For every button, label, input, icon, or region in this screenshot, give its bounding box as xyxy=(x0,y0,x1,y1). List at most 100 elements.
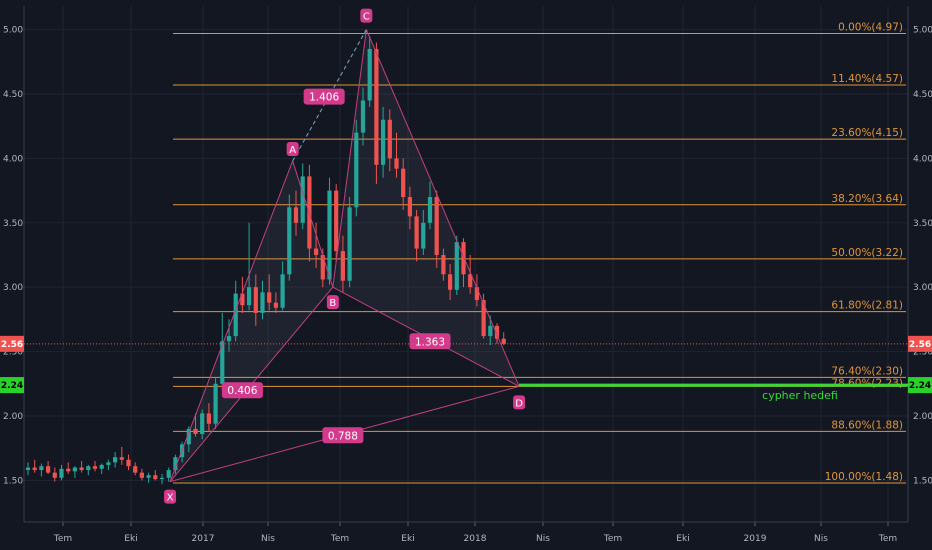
candle-body xyxy=(273,302,278,308)
candle-body xyxy=(293,207,299,223)
candle xyxy=(260,280,265,320)
pattern-line-bc[interactable] xyxy=(332,29,367,288)
fib-retracement[interactable]: 0.00%(4.97) 11.40%(4.57) 23.60%(4.15) 38.20… xyxy=(173,21,906,484)
price-badge-label: 2.56 xyxy=(1,340,23,350)
pattern-line-ab[interactable] xyxy=(292,160,334,288)
point-badge xyxy=(286,141,299,156)
candle xyxy=(481,293,486,339)
candle xyxy=(153,470,158,481)
candle xyxy=(374,42,379,185)
pattern-lines[interactable]: 1.406 0.406 1.363 0.788 X A B C D xyxy=(164,8,526,504)
candle xyxy=(79,461,84,473)
candle-body xyxy=(488,325,493,337)
y-tick-right: 2.50 xyxy=(913,348,932,358)
candle-body xyxy=(166,470,171,478)
point-label-b: B xyxy=(329,298,336,309)
candle xyxy=(314,222,319,268)
candle-body xyxy=(206,413,211,424)
candle xyxy=(387,109,392,172)
candle-body xyxy=(314,248,319,255)
triangle-bcd xyxy=(332,29,520,387)
target-label: cypher hedefi xyxy=(762,389,838,402)
candle xyxy=(340,235,345,293)
y-tick-right: 3.00 xyxy=(913,283,932,293)
candle xyxy=(407,186,412,230)
candle xyxy=(113,452,118,468)
candle xyxy=(200,409,205,440)
candle xyxy=(39,463,44,477)
candle-body xyxy=(200,413,205,435)
candle-body xyxy=(253,287,258,313)
candle-body xyxy=(327,190,332,280)
candle-body xyxy=(494,325,500,339)
candle xyxy=(354,119,359,217)
candle-body xyxy=(387,119,392,159)
candle-body xyxy=(126,459,131,467)
x-tick: Eki xyxy=(401,534,414,544)
candle-body xyxy=(106,462,111,465)
y-tick-left: 1.50 xyxy=(3,476,23,486)
point-label-d: D xyxy=(515,398,523,409)
candle-body xyxy=(267,292,272,303)
candle-body xyxy=(52,472,57,478)
candle-body xyxy=(159,477,165,480)
y-tick-left: 4.00 xyxy=(3,154,23,164)
candle xyxy=(468,254,473,294)
candle xyxy=(253,274,258,326)
candle-body xyxy=(374,48,379,165)
candle xyxy=(367,36,372,107)
candle xyxy=(334,184,339,262)
candle xyxy=(159,473,165,485)
candle-body xyxy=(481,300,486,337)
candle xyxy=(186,426,191,453)
x-tick: Tem xyxy=(603,534,622,544)
candle-body xyxy=(340,251,345,281)
candle-body xyxy=(334,190,339,252)
x-tick: Tem xyxy=(53,534,72,544)
fib-label: 76.40%(2.30) xyxy=(831,365,903,377)
candle xyxy=(474,274,479,307)
x-tick: Nis xyxy=(814,534,828,544)
fib-label: 0.00%(4.97) xyxy=(838,21,903,33)
candle-body xyxy=(146,475,151,478)
candle xyxy=(240,276,245,313)
y-axis-right: 1.50 2.00 2.50 3.00 3.50 4.00 4.50 5.00 xyxy=(907,6,932,522)
y-tick-right: 3.50 xyxy=(913,219,932,229)
candle-body xyxy=(461,242,466,275)
candle-body xyxy=(233,293,238,337)
ratio-label: 1.406 xyxy=(309,92,339,104)
x-tick: Nis xyxy=(261,534,275,544)
y-tick-left: 5.00 xyxy=(3,26,23,36)
point-badge xyxy=(164,489,177,504)
candle xyxy=(193,413,198,437)
candle-body xyxy=(247,287,252,306)
x-tick: Nis xyxy=(536,534,550,544)
candle-body xyxy=(354,132,359,208)
candle xyxy=(273,292,278,313)
candle xyxy=(220,312,225,391)
ratio-label: 1.363 xyxy=(415,336,445,348)
x-tick: 2019 xyxy=(744,534,767,544)
candle xyxy=(126,454,131,471)
pattern-line-cd[interactable] xyxy=(365,29,520,387)
candle-body xyxy=(260,292,265,313)
candle xyxy=(327,177,332,285)
candle-body xyxy=(72,467,77,472)
candle xyxy=(72,466,77,478)
pattern-fill xyxy=(170,29,520,482)
candle-body xyxy=(173,457,178,471)
candle xyxy=(146,472,151,483)
candle-body xyxy=(92,466,98,469)
x-tick: Tem xyxy=(330,534,349,544)
candle-body xyxy=(133,466,138,473)
x-tick: 2017 xyxy=(192,534,215,544)
x-tick: Tem xyxy=(878,534,897,544)
candle-body xyxy=(427,197,433,223)
candle xyxy=(173,454,178,474)
pattern-line-xa[interactable] xyxy=(169,160,294,482)
x-axis: Tem Eki 2017 Nis Tem Eki 2018 Nis Tem Eki 2019 Nis T… xyxy=(24,521,908,544)
point-badge xyxy=(326,295,339,310)
candle xyxy=(421,209,426,255)
candle xyxy=(99,463,104,474)
